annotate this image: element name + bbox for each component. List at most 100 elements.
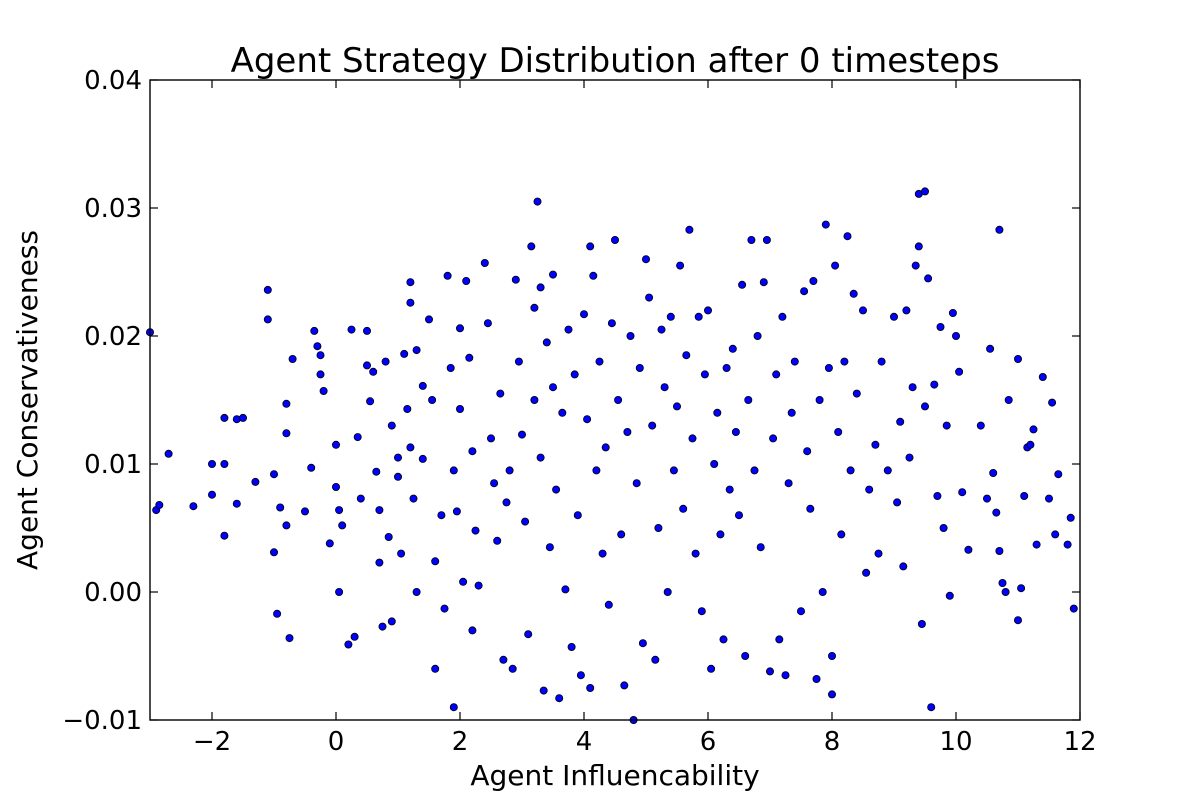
data-point	[409, 494, 418, 503]
data-point	[685, 225, 694, 234]
x-tick-label: 12	[1063, 727, 1096, 757]
data-point	[331, 440, 340, 449]
data-point	[620, 681, 629, 690]
data-point	[976, 421, 985, 430]
data-point	[843, 232, 852, 241]
data-point	[831, 261, 840, 270]
data-point	[707, 664, 716, 673]
data-point	[840, 357, 849, 366]
data-point	[607, 319, 616, 328]
data-point	[849, 289, 858, 298]
data-point	[558, 408, 567, 417]
data-point	[877, 357, 886, 366]
data-point	[586, 242, 595, 251]
data-point	[369, 367, 378, 376]
data-point	[338, 521, 347, 530]
data-point	[828, 690, 837, 699]
data-point	[1066, 513, 1075, 522]
data-point	[384, 533, 393, 542]
data-point	[310, 326, 319, 335]
x-tick-label: −2	[193, 727, 231, 757]
plot-frame	[149, 79, 1081, 721]
data-point	[716, 530, 725, 539]
data-point	[784, 479, 793, 488]
data-point	[899, 562, 908, 571]
data-point	[462, 276, 471, 285]
data-point	[738, 280, 747, 289]
data-point	[893, 498, 902, 507]
data-point	[818, 588, 827, 597]
data-point	[545, 543, 554, 552]
data-point	[660, 383, 669, 392]
data-point	[536, 283, 545, 292]
data-point	[865, 485, 874, 494]
data-point	[927, 703, 936, 712]
data-point	[936, 322, 945, 331]
data-point	[902, 306, 911, 315]
data-point	[905, 453, 914, 462]
data-point	[911, 261, 920, 270]
data-point	[645, 293, 654, 302]
data-point	[366, 397, 375, 406]
data-point	[945, 591, 954, 600]
data-point	[642, 255, 651, 264]
data-point	[1045, 494, 1054, 503]
data-point	[576, 671, 585, 680]
data-point	[983, 494, 992, 503]
x-tick-label: 0	[328, 727, 345, 757]
data-point	[335, 506, 344, 515]
data-point	[713, 408, 722, 417]
y-tick-label: 0.02	[84, 322, 142, 352]
data-point	[604, 600, 613, 609]
data-point	[207, 459, 216, 468]
data-point	[747, 235, 756, 244]
data-point	[846, 466, 855, 475]
y-tick-label: 0.00	[84, 578, 142, 608]
y-tick-label: 0.03	[84, 194, 142, 224]
data-point	[623, 427, 632, 436]
data-point	[533, 197, 542, 206]
data-point	[589, 271, 598, 280]
data-point	[1017, 584, 1026, 593]
data-point	[412, 588, 421, 597]
data-point	[428, 395, 437, 404]
data-point	[549, 270, 558, 279]
data-point	[493, 536, 502, 545]
data-point	[601, 443, 610, 452]
data-point	[468, 447, 477, 456]
data-point	[772, 370, 781, 379]
data-point	[651, 655, 660, 664]
data-point	[518, 430, 527, 439]
data-point	[1029, 425, 1038, 434]
data-point	[632, 479, 641, 488]
data-point	[955, 367, 964, 376]
data-point	[710, 459, 719, 468]
chart-title: Agent Strategy Distribution after 0 time…	[231, 41, 1000, 81]
y-axis: −0.01 0.00 0.01 0.02 0.03 0.04	[62, 66, 1080, 736]
data-point	[741, 652, 750, 661]
data-point	[251, 477, 260, 486]
data-point	[586, 684, 595, 693]
data-point	[412, 346, 421, 355]
data-point	[595, 357, 604, 366]
data-point	[648, 421, 657, 430]
data-point	[852, 389, 861, 398]
data-point	[756, 543, 765, 552]
data-point	[883, 466, 892, 475]
data-point	[1038, 372, 1047, 381]
data-point	[790, 357, 799, 366]
data-point	[499, 655, 508, 664]
x-axis-label: Agent Influencability	[470, 759, 759, 792]
data-point	[316, 351, 325, 360]
data-point	[406, 443, 415, 452]
x-tick-label: 4	[576, 727, 593, 757]
data-point	[806, 504, 815, 513]
data-point	[663, 588, 672, 597]
data-point	[418, 381, 427, 390]
data-point	[766, 667, 775, 676]
data-point	[933, 491, 942, 500]
data-point	[744, 395, 753, 404]
data-point	[669, 466, 678, 475]
data-point	[431, 557, 440, 566]
data-point	[549, 383, 558, 392]
